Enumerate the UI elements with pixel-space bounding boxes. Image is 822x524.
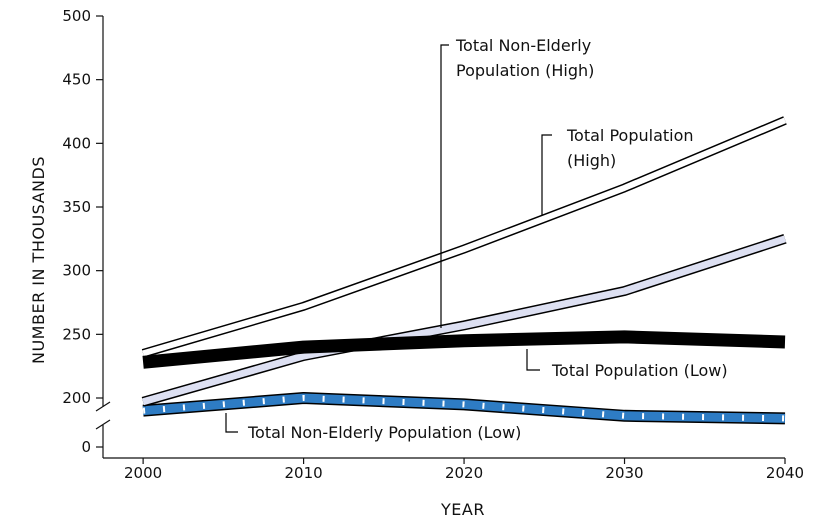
series-line <box>142 235 787 406</box>
series-total-high <box>141 234 787 407</box>
y-tick-label: 250 <box>62 325 91 343</box>
callout-leader <box>440 44 449 328</box>
series-line-outline <box>141 116 787 358</box>
x-tick-label: 2000 <box>124 464 162 482</box>
series-line-dashes <box>142 395 786 422</box>
y-tick-label: 350 <box>62 198 91 216</box>
axis-break-mark <box>95 401 111 412</box>
callout-leader <box>526 349 540 371</box>
series-total-low <box>142 330 786 369</box>
annotations: Total Non-Elderly Population (High) Total … <box>225 36 728 442</box>
series-nonelderly-low <box>142 392 786 425</box>
y-tick-label: 500 <box>62 7 91 25</box>
label-total-high: Total Population (High) <box>566 126 694 170</box>
series-layer <box>141 116 787 425</box>
label-nonelderly-high: Total Non-Elderly Population (High) <box>455 36 594 80</box>
callout-leader <box>225 413 238 433</box>
y-tick-label: 450 <box>62 71 91 89</box>
x-tick-label: 2020 <box>445 464 483 482</box>
y-axis-label: NUMBER IN THOUSANDS <box>29 156 48 364</box>
label-nonelderly-low: Total Non-Elderly Population (Low) <box>247 423 521 442</box>
y-tick-label: 400 <box>62 134 91 152</box>
x-tick-label: 2030 <box>605 464 643 482</box>
tick-labels: 0 200 250 300 350 400 450 500 2000 2010 2020 2030 20… <box>62 7 804 482</box>
series-nonelderly-high <box>141 116 787 358</box>
chart-axes <box>95 15 786 464</box>
y-tick-label: 200 <box>62 389 91 407</box>
callout-leader <box>541 134 552 215</box>
axis-break-mark <box>95 419 111 430</box>
label-total-low: Total Population (Low) <box>551 361 728 380</box>
series-line <box>142 330 786 369</box>
series-line <box>142 117 787 357</box>
x-axis-label: YEAR <box>440 500 485 519</box>
y-tick-label: 300 <box>62 262 91 280</box>
y-tick-label: 0 <box>81 438 91 456</box>
x-tick-label: 2040 <box>766 464 804 482</box>
x-tick-label: 2010 <box>284 464 322 482</box>
